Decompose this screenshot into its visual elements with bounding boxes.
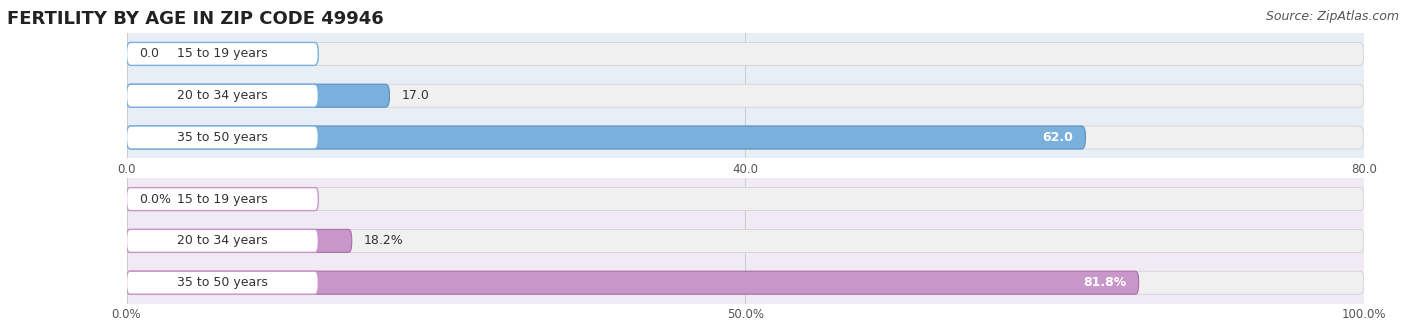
Text: 18.2%: 18.2%: [364, 234, 404, 248]
Text: FERTILITY BY AGE IN ZIP CODE 49946: FERTILITY BY AGE IN ZIP CODE 49946: [7, 10, 384, 28]
Text: 15 to 19 years: 15 to 19 years: [177, 48, 267, 60]
FancyBboxPatch shape: [127, 126, 1364, 149]
Text: 20 to 34 years: 20 to 34 years: [177, 89, 267, 102]
FancyBboxPatch shape: [127, 187, 318, 211]
Text: 20 to 34 years: 20 to 34 years: [177, 234, 267, 248]
Text: 35 to 50 years: 35 to 50 years: [177, 276, 269, 289]
FancyBboxPatch shape: [127, 84, 1364, 107]
FancyBboxPatch shape: [127, 84, 318, 107]
Text: 15 to 19 years: 15 to 19 years: [177, 193, 267, 206]
FancyBboxPatch shape: [127, 229, 352, 252]
FancyBboxPatch shape: [127, 126, 318, 149]
Text: 35 to 50 years: 35 to 50 years: [177, 131, 269, 144]
FancyBboxPatch shape: [127, 271, 318, 294]
FancyBboxPatch shape: [127, 187, 1364, 211]
Text: Source: ZipAtlas.com: Source: ZipAtlas.com: [1265, 10, 1399, 23]
Text: 0.0: 0.0: [139, 48, 159, 60]
FancyBboxPatch shape: [127, 271, 1139, 294]
Text: 0.0%: 0.0%: [139, 193, 172, 206]
FancyBboxPatch shape: [127, 84, 389, 107]
FancyBboxPatch shape: [127, 271, 1364, 294]
FancyBboxPatch shape: [127, 42, 1364, 65]
FancyBboxPatch shape: [127, 126, 1085, 149]
FancyBboxPatch shape: [127, 42, 318, 65]
Text: 62.0: 62.0: [1042, 131, 1073, 144]
Text: 17.0: 17.0: [402, 89, 430, 102]
FancyBboxPatch shape: [127, 229, 318, 252]
Text: 81.8%: 81.8%: [1083, 276, 1126, 289]
FancyBboxPatch shape: [127, 229, 1364, 252]
